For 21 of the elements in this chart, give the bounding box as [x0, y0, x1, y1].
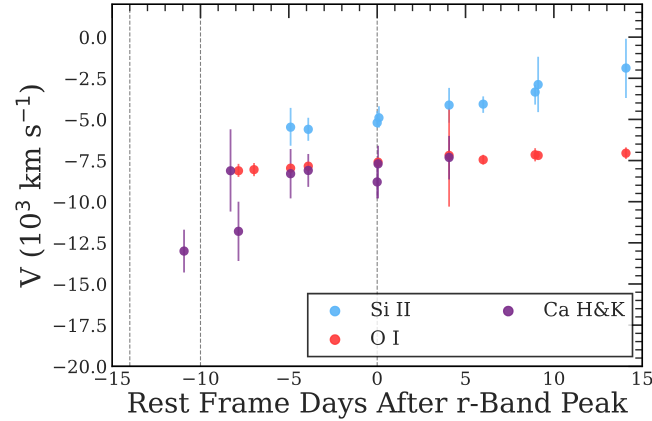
y-tick-label: −5.0	[65, 112, 106, 127]
y-tick-label: −20.0	[54, 360, 106, 374]
y-tick-label: −15.0	[54, 277, 106, 292]
legend-label: Ca H&K	[544, 302, 626, 316]
x-axis-title: Rest Frame Days After r-Band Peak	[128, 391, 628, 419]
x-tick-label: −5	[277, 372, 301, 386]
x-tick-label: 5	[461, 372, 470, 386]
x-tick-label: 0	[372, 371, 382, 386]
y-tick-label: −12.5	[54, 236, 106, 250]
x-tick-label: −10	[183, 371, 218, 386]
x-tick-label: −15	[95, 371, 130, 386]
legend-label: Si II	[372, 302, 410, 316]
y-tick-label: −7.5	[65, 154, 106, 168]
y-tick-label: 0.0	[80, 30, 106, 44]
legend-label: O I	[371, 330, 399, 346]
y-tick-label: −17.5	[54, 318, 106, 332]
y-tick-label: −10.0	[54, 195, 106, 209]
y-axis-title: V (10$^{3}$ km s$^{−1}$)	[15, 85, 45, 288]
x-tick-label: 10	[544, 371, 564, 386]
y-tick-label: −2.5	[65, 72, 106, 86]
x-tick-label: 15	[632, 371, 652, 386]
